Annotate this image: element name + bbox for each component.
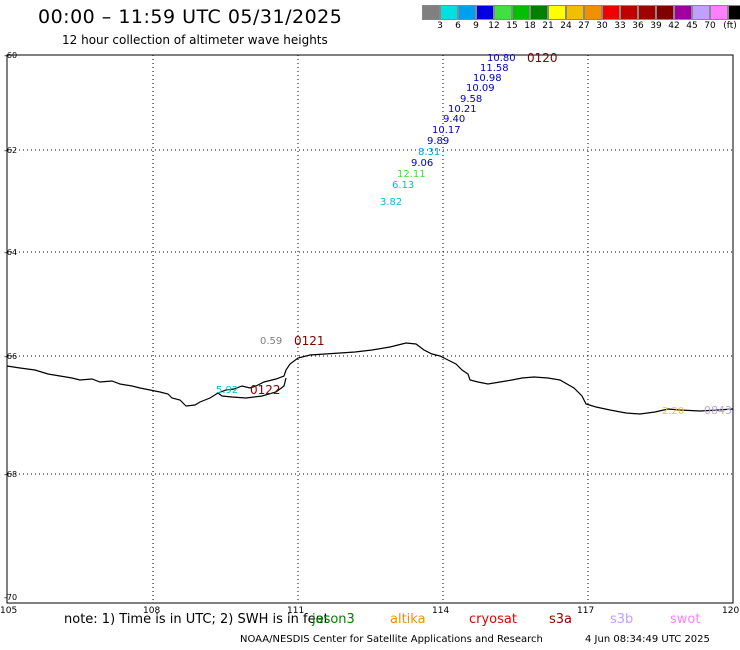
mission-cryosat: cryosat <box>469 612 517 627</box>
scale-label: 27 <box>578 21 590 31</box>
scale-label: 9 <box>473 21 479 31</box>
scale-label: 6 <box>455 21 461 31</box>
scale-label: 18 <box>524 21 536 31</box>
color-swatch <box>620 5 638 20</box>
wave-height-color-scale <box>422 5 740 20</box>
scale-label: 42 <box>668 21 680 31</box>
scale-label: 39 <box>650 21 662 31</box>
color-swatch <box>422 5 440 20</box>
x-tick-label: 105 <box>0 606 18 616</box>
scale-label: 24 <box>560 21 572 31</box>
wave-height-label: 3.82 <box>380 197 402 208</box>
color-swatch <box>602 5 620 20</box>
island <box>217 377 287 399</box>
altimeter-observations: 10.8011.5810.9810.099.5810.219.4010.179.… <box>216 53 684 417</box>
wave-height-label: 10.09 <box>466 83 495 94</box>
generated-timestamp: 4 Jun 08:34:49 UTC 2025 <box>585 634 710 645</box>
color-swatch <box>494 5 512 20</box>
wave-height-label: 5.92 <box>216 385 238 396</box>
wave-height-label: 10.98 <box>473 73 502 84</box>
color-swatch <box>692 5 710 20</box>
x-tick-label: 120 <box>722 606 740 616</box>
x-tick-label: 111 <box>287 606 305 616</box>
color-swatch <box>656 5 674 20</box>
plot-frame <box>6 54 734 604</box>
scale-label: (ft) <box>723 21 737 31</box>
scale-label: 36 <box>632 21 644 31</box>
x-tick-label: 114 <box>432 606 450 616</box>
y-tick-label: -64 <box>4 248 18 257</box>
scale-label: 3 <box>437 21 443 31</box>
wave-height-label: 11.58 <box>480 63 509 74</box>
x-tick-label: 117 <box>577 606 595 616</box>
scale-label: 12 <box>488 21 500 31</box>
coastline <box>6 342 734 415</box>
color-swatch <box>512 5 530 20</box>
color-swatch <box>728 5 740 20</box>
pass-label: 0843 <box>704 404 732 417</box>
wave-height-label: 10.17 <box>432 125 461 136</box>
wave-height-label: 9.40 <box>443 114 465 125</box>
mission-jason3: jason3 <box>312 612 355 627</box>
wave-height-label: 10.80 <box>487 53 516 64</box>
y-tick-label: -66 <box>4 352 18 361</box>
wave-height-label: 9.06 <box>411 158 433 169</box>
scale-label: 30 <box>596 21 608 31</box>
pass-label: 0121 <box>294 334 325 348</box>
pass-label: 0120 <box>527 51 558 65</box>
mission-s3a: s3a <box>549 612 573 627</box>
y-tick-label: -60 <box>4 51 18 60</box>
wave-height-label: 9.89 <box>427 136 449 147</box>
color-swatch <box>674 5 692 20</box>
scale-label: 15 <box>506 21 518 31</box>
mission-swot: swot <box>670 612 701 627</box>
wave-height-label: 10.21 <box>448 104 477 115</box>
footer-note: note: 1) Time is in UTC; 2) SWH is in fe… <box>64 612 329 627</box>
scale-label: 21 <box>542 21 554 31</box>
color-swatch <box>440 5 458 20</box>
x-tick-label: 108 <box>143 606 161 616</box>
wave-height-label: 0.59 <box>260 336 282 347</box>
wave-height-label: 9.58 <box>460 94 482 105</box>
color-swatch <box>584 5 602 20</box>
y-tick-label: -68 <box>4 470 18 479</box>
color-swatch <box>458 5 476 20</box>
y-tick-label: -70 <box>4 593 18 602</box>
map-title: 00:00 – 11:59 UTC 05/31/2025 <box>38 6 343 28</box>
scale-label: 70 <box>704 21 716 31</box>
map-subtitle: 12 hour collection of altimeter wave hei… <box>62 33 328 47</box>
wave-height-label: 6.13 <box>392 180 414 191</box>
wave-height-label: 12.11 <box>397 169 426 180</box>
y-tick-label: -62 <box>4 146 18 155</box>
color-swatch <box>476 5 494 20</box>
scale-label: 45 <box>686 21 698 31</box>
color-swatch <box>548 5 566 20</box>
wave-height-label: 8.31 <box>418 147 440 158</box>
credit-line: NOAA/NESDIS Center for Satellite Applica… <box>240 634 543 645</box>
color-swatch <box>530 5 548 20</box>
wave-height-label: 2.20 <box>662 406 684 417</box>
scale-label: 33 <box>614 21 626 31</box>
mission-altika: altika <box>390 612 426 627</box>
color-swatch <box>710 5 728 20</box>
grid-lines <box>7 55 733 603</box>
pass-label: 0122 <box>250 383 281 397</box>
mission-s3b: s3b <box>610 612 634 627</box>
color-swatch <box>638 5 656 20</box>
color-swatch <box>566 5 584 20</box>
